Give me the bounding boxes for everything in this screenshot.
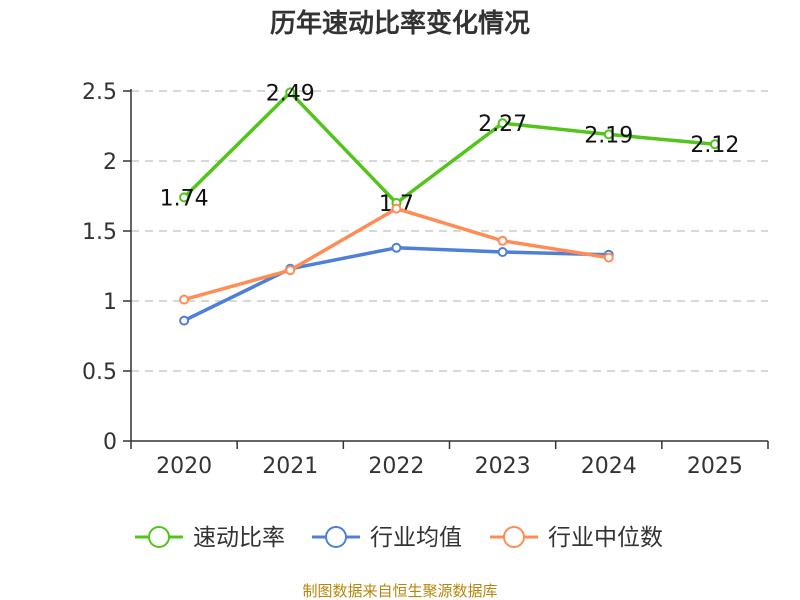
x-tick-label: 2022 [368, 454, 424, 479]
series-0: 1.742.491.72.272.192.12 [160, 81, 740, 217]
series-line [183, 246, 609, 323]
x-tick-label: 2024 [581, 454, 637, 479]
legend-item[interactable]: 行业中位数 [490, 525, 663, 551]
x-tick-label: 2023 [475, 454, 531, 479]
data-point[interactable] [391, 203, 402, 214]
legend-marker [503, 526, 525, 548]
data-label: 1.74 [160, 186, 209, 211]
data-point[interactable] [603, 129, 614, 140]
chart-title: 历年速动比率变化情况 [270, 8, 530, 39]
data-label: 2.19 [584, 123, 633, 148]
data-point[interactable] [709, 139, 720, 150]
data-point[interactable] [179, 294, 190, 305]
y-tick-label: 2.5 [82, 80, 117, 105]
data-label: 2.12 [690, 133, 739, 158]
legend-marker [325, 526, 347, 548]
data-point[interactable] [497, 247, 508, 257]
y-tick-label: 1.5 [82, 220, 117, 245]
axes: 0 0.5 1 1.5 2 2.5 2020 2021 2022 2023 2024 2025 [82, 80, 769, 479]
data-label: 2.49 [266, 81, 315, 106]
source-note: 制图数据来自恒生聚源数据库 [302, 582, 497, 600]
x-tick-label: 2020 [156, 454, 212, 479]
y-tick-label: 1 [103, 290, 117, 315]
y-tick-label: 0 [103, 430, 117, 455]
data-point[interactable] [603, 252, 614, 263]
data-label: 2.27 [478, 112, 527, 137]
data-point[interactable] [179, 192, 190, 203]
series-layer: 1.742.491.72.272.192.12 [160, 81, 740, 326]
data-point[interactable] [497, 235, 508, 246]
data-point[interactable] [285, 265, 296, 276]
x-tick-label: 2021 [262, 454, 318, 479]
data-point[interactable] [391, 242, 402, 253]
legend[interactable]: 速动比率 行业均值 行业中位数 [135, 525, 663, 551]
series-line [182, 90, 716, 205]
legend-item[interactable]: 速动比率 [135, 525, 285, 551]
data-point[interactable] [285, 87, 296, 98]
x-tick-label: 2025 [687, 454, 743, 479]
legend-marker [148, 526, 170, 548]
y-tick-label: 2 [103, 150, 117, 175]
grid [131, 90, 768, 372]
series-2 [179, 203, 614, 305]
data-point[interactable] [497, 118, 508, 129]
legend-item[interactable]: 行业均值 [312, 525, 462, 551]
legend-label: 行业均值 [370, 525, 462, 551]
legend-label: 行业中位数 [548, 525, 663, 551]
data-point[interactable] [179, 315, 190, 326]
legend-label: 速动比率 [193, 525, 285, 551]
y-tick-label: 0.5 [82, 360, 117, 385]
